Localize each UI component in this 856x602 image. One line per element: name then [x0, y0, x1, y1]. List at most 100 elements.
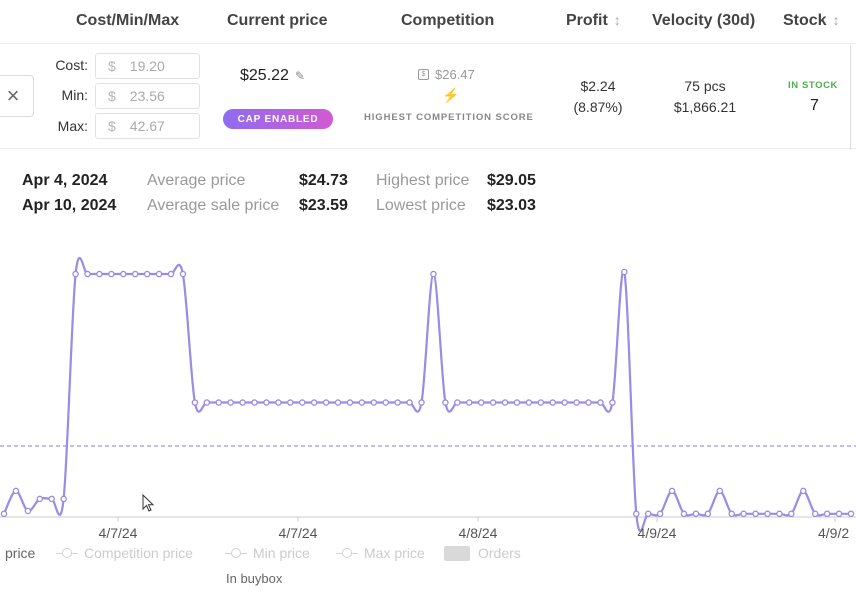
data-point[interactable] [406, 399, 413, 406]
data-point[interactable] [847, 510, 855, 518]
data-point[interactable] [501, 399, 509, 406]
data-point[interactable] [84, 270, 91, 278]
min-input[interactable]: $23.56 [95, 83, 200, 109]
data-point[interactable] [251, 399, 258, 406]
data-point[interactable] [358, 399, 366, 406]
data-point[interactable] [287, 399, 294, 406]
data-point[interactable] [835, 510, 843, 518]
legend-orders-label: Orders [478, 545, 521, 561]
data-point[interactable] [108, 270, 115, 278]
data-point[interactable] [811, 510, 819, 518]
data-point[interactable] [298, 399, 306, 406]
data-point[interactable] [800, 487, 807, 495]
data-point[interactable] [728, 510, 735, 518]
data-point[interactable] [752, 510, 759, 518]
cost-input[interactable]: $19.20 [95, 53, 200, 79]
data-point[interactable] [597, 399, 604, 406]
data-point[interactable] [633, 510, 640, 518]
data-point[interactable] [24, 507, 32, 515]
data-point[interactable] [692, 510, 700, 518]
data-point[interactable] [96, 270, 103, 278]
min-value: 23.56 [129, 88, 165, 104]
data-point[interactable] [788, 510, 795, 518]
data-point[interactable] [466, 399, 473, 406]
data-point[interactable] [72, 270, 79, 278]
sort-icon[interactable]: ↕ [832, 12, 840, 28]
data-point[interactable] [155, 270, 163, 278]
data-point[interactable] [621, 268, 628, 276]
lowest-price-value: $23.03 [487, 197, 536, 214]
data-point[interactable] [382, 399, 389, 406]
legend-in-buybox[interactable]: In buybox [226, 571, 283, 586]
data-point[interactable] [776, 510, 783, 518]
data-point[interactable] [310, 399, 318, 406]
cap-enabled-badge: CAP ENABLED [223, 109, 333, 129]
data-point[interactable] [525, 399, 533, 406]
pencil-icon[interactable]: ✎ [294, 69, 305, 83]
data-point[interactable] [275, 399, 282, 406]
data-point[interactable] [656, 510, 664, 518]
x-tick-label: 4/9/24 [638, 525, 677, 541]
data-point[interactable] [585, 399, 592, 406]
data-point[interactable] [0, 510, 8, 518]
data-point[interactable] [239, 399, 246, 406]
legend-price[interactable]: price [5, 545, 35, 561]
data-point[interactable] [823, 510, 831, 518]
data-point[interactable] [454, 399, 461, 406]
avg-sale-price-value: $23.59 [299, 197, 348, 214]
data-point[interactable] [48, 495, 55, 503]
legend-orders[interactable]: Orders [444, 545, 521, 561]
price-history-chart[interactable]: 4/7/24 4/7/24 4/8/24 4/9/24 4/9/2 [0, 220, 856, 545]
data-point[interactable] [167, 270, 175, 278]
data-point[interactable] [561, 399, 568, 406]
close-button[interactable]: × [0, 75, 34, 117]
data-point[interactable] [740, 510, 747, 518]
data-point[interactable] [644, 510, 652, 518]
data-point[interactable] [418, 399, 425, 406]
data-point[interactable] [716, 487, 724, 495]
data-point[interactable] [549, 399, 557, 406]
header-profit[interactable]: Profit ↕ [566, 12, 621, 30]
data-point[interactable] [573, 399, 580, 406]
data-point[interactable] [394, 399, 401, 406]
data-point[interactable] [143, 270, 151, 278]
data-point[interactable] [120, 270, 127, 278]
data-point[interactable] [442, 399, 449, 406]
data-point[interactable] [191, 399, 199, 406]
highest-price-label: Highest price [376, 172, 470, 189]
data-point[interactable] [704, 510, 712, 518]
data-point[interactable] [263, 399, 270, 406]
data-point[interactable] [227, 399, 234, 406]
header-stock-label: Stock [783, 12, 827, 29]
data-point[interactable] [60, 495, 67, 503]
x-tick-label: 4/7/24 [279, 525, 318, 541]
max-input[interactable]: $42.67 [95, 113, 200, 139]
legend-max-price[interactable]: Max price [336, 545, 425, 561]
data-point[interactable] [36, 495, 44, 503]
data-point[interactable] [668, 487, 676, 495]
data-point[interactable] [12, 487, 20, 495]
data-point[interactable] [346, 399, 354, 406]
data-point[interactable] [370, 399, 378, 406]
data-point[interactable] [513, 399, 521, 406]
data-point[interactable] [477, 399, 485, 406]
data-point[interactable] [179, 270, 187, 278]
header-stock[interactable]: Stock ↕ [783, 12, 840, 30]
data-point[interactable] [334, 399, 342, 406]
data-point[interactable] [489, 399, 497, 406]
velocity-pcs: 75 pcs [684, 78, 726, 94]
data-point[interactable] [764, 510, 771, 518]
data-point[interactable] [215, 399, 222, 406]
data-point[interactable] [203, 399, 211, 406]
current-price[interactable]: $25.22 ✎ [240, 67, 305, 85]
data-point[interactable] [609, 399, 616, 406]
data-point[interactable] [131, 270, 139, 278]
data-point[interactable] [680, 510, 688, 518]
sort-icon[interactable]: ↕ [613, 12, 621, 28]
data-point[interactable] [537, 399, 545, 406]
legend-competition-price[interactable]: Competition price [56, 545, 193, 561]
legend-min-price[interactable]: Min price [225, 545, 310, 561]
data-point[interactable] [430, 270, 437, 278]
data-point[interactable] [322, 399, 330, 406]
circle-line-icon [336, 546, 358, 560]
